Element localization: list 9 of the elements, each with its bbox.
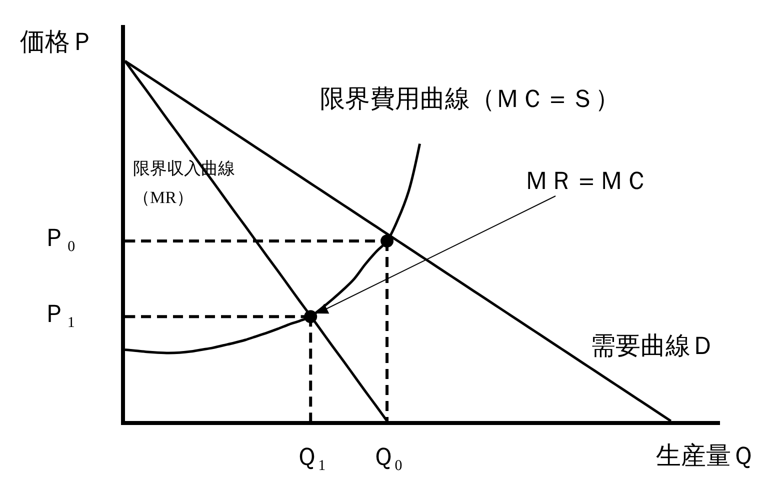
text: Ｐ₁ [42,301,76,328]
annotation: ＭＲ＝ＭＣ [524,168,649,195]
x-tick-label: Ｑ₁ [294,444,326,471]
x-axis-title: 生産量Ｑ [656,442,754,470]
text: 限界費用曲線（ＭＣ＝Ｓ） [320,85,620,115]
x-tick-label: Ｑ₀ [371,444,403,471]
series-label: 需要曲線Ｄ [590,332,716,362]
text: Ｐ₀ [42,225,76,252]
y-axis-title: 価格Ｐ [20,29,95,56]
